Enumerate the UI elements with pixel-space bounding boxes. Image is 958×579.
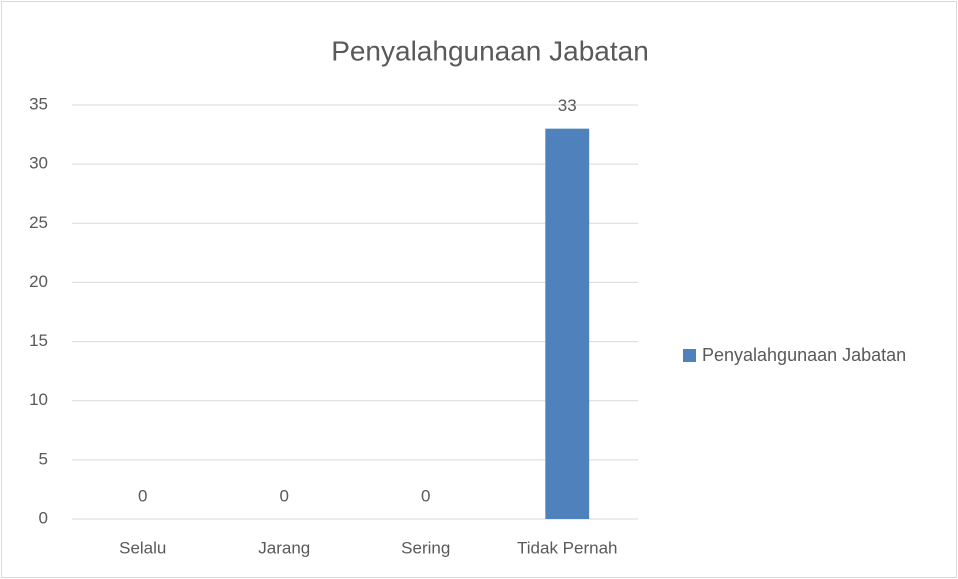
y-tick-label: 25 bbox=[29, 213, 48, 232]
chart-title: Penyalahgunaan Jabatan bbox=[331, 35, 649, 66]
y-tick-label: 5 bbox=[39, 449, 48, 468]
y-tick-label: 10 bbox=[29, 390, 48, 409]
x-tick-label: Tidak Pernah bbox=[517, 538, 617, 557]
y-tick-label: 30 bbox=[29, 154, 48, 173]
legend-label: Penyalahgunaan Jabatan bbox=[702, 345, 906, 365]
legend-swatch bbox=[683, 349, 696, 362]
data-label: 0 bbox=[138, 486, 147, 505]
x-tick-label: Sering bbox=[401, 538, 450, 557]
data-label: 0 bbox=[280, 486, 289, 505]
y-tick-label: 20 bbox=[29, 272, 48, 291]
data-label: 0 bbox=[421, 486, 430, 505]
data-label: 33 bbox=[558, 96, 577, 115]
x-tick-label: Jarang bbox=[258, 538, 310, 557]
y-tick-label: 0 bbox=[39, 508, 48, 527]
y-tick-label: 35 bbox=[29, 94, 48, 113]
y-tick-label: 15 bbox=[29, 331, 48, 350]
x-tick-label: Selalu bbox=[119, 538, 166, 557]
bar bbox=[545, 128, 590, 519]
